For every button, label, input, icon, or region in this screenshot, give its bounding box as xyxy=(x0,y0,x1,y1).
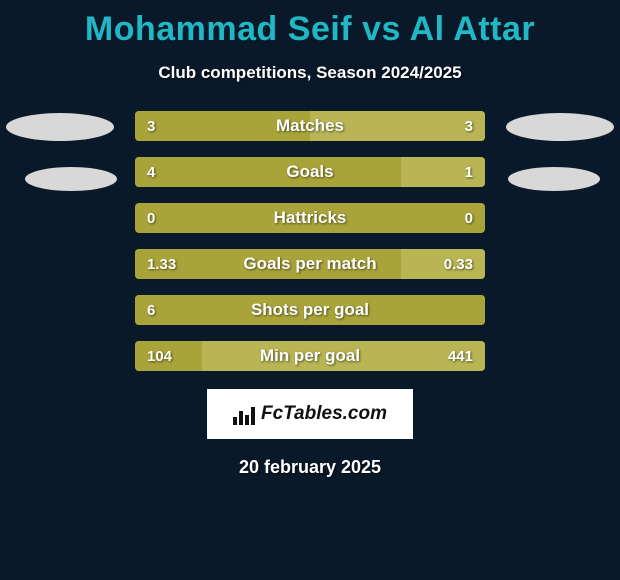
bar-left-fill xyxy=(135,111,310,141)
bar-right-fill xyxy=(401,249,485,279)
bar-left-fill xyxy=(135,157,401,187)
bar-row: 6Shots per goal xyxy=(135,295,485,325)
bar-row: 41Goals xyxy=(135,157,485,187)
bar-row: 104441Min per goal xyxy=(135,341,485,371)
bar-row: 33Matches xyxy=(135,111,485,141)
page-title: Mohammad Seif vs Al Attar xyxy=(0,0,620,49)
date-line: 20 february 2025 xyxy=(0,457,620,478)
bar-right-value: 0 xyxy=(453,203,485,233)
bar-list: 33Matches 41Goals 0 0Hattricks 1.330.33Goals… xyxy=(135,111,485,387)
subtitle: Club competitions, Season 2024/2025 xyxy=(0,63,620,83)
bar-row: 1.330.33Goals per match xyxy=(135,249,485,279)
watermark-badge: FcTables.com xyxy=(207,389,413,439)
player-right-photo-placeholder xyxy=(506,113,614,141)
bar-row: 0 0Hattricks xyxy=(135,203,485,233)
bar-left-fill xyxy=(135,341,202,371)
bar-right-fill xyxy=(310,111,485,141)
player-right-flag-placeholder xyxy=(508,167,600,191)
bar-right-fill xyxy=(401,157,485,187)
bar-left-value: 0 xyxy=(135,203,167,233)
watermark-text: FcTables.com xyxy=(261,403,387,425)
bar-chart-icon xyxy=(233,403,255,425)
player-left-photo-placeholder xyxy=(6,113,114,141)
bar-right-fill xyxy=(202,341,486,371)
bar-label: Hattricks xyxy=(135,203,485,233)
bar-left-fill xyxy=(135,249,401,279)
player-left-flag-placeholder xyxy=(25,167,117,191)
comparison-chart: 33Matches 41Goals 0 0Hattricks 1.330.33Goals… xyxy=(0,111,620,371)
bar-left-fill xyxy=(135,295,485,325)
